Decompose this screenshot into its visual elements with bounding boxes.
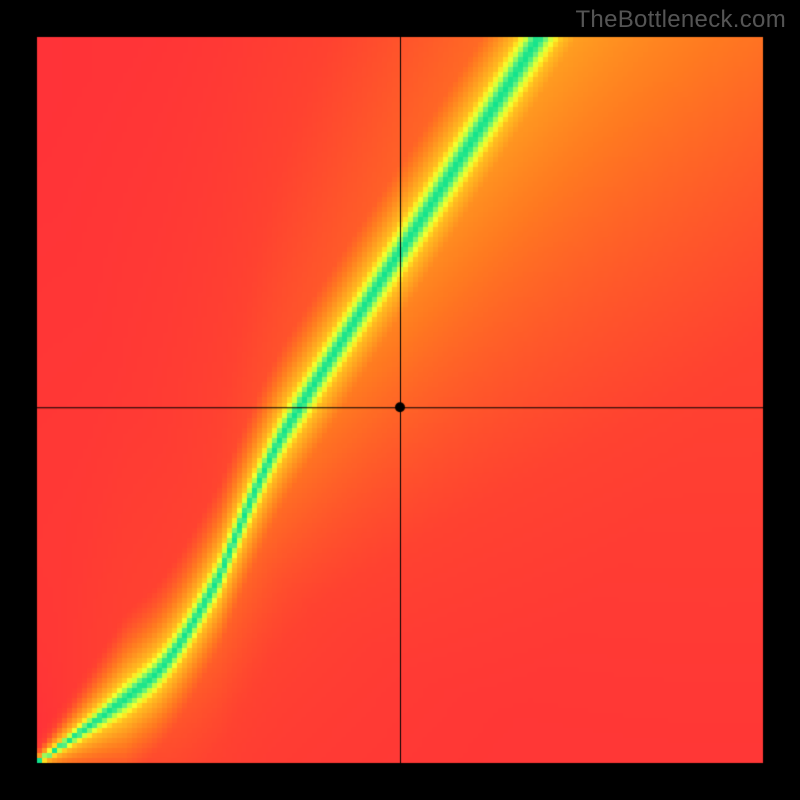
bottleneck-heatmap-canvas xyxy=(0,0,800,800)
watermark-text: TheBottleneck.com xyxy=(575,6,786,34)
chart-container: TheBottleneck.com xyxy=(0,0,800,800)
